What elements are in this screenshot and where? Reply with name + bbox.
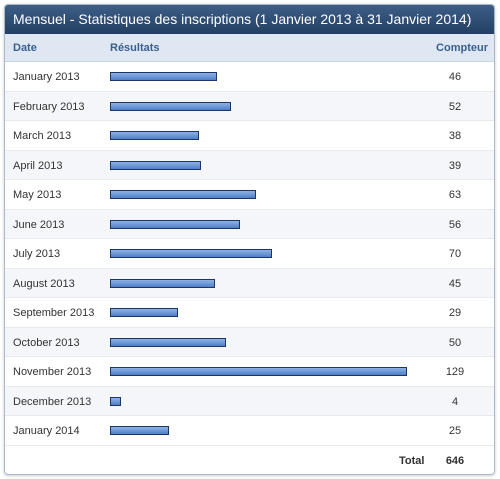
table-row: July 2013 70	[5, 239, 494, 269]
total-value: 646	[445, 454, 465, 467]
column-label: Résultats	[110, 42, 160, 54]
table-row: January 2013 46	[5, 62, 494, 92]
count-cell: 4	[451, 395, 459, 408]
count-cell: 25	[448, 425, 462, 437]
result-bar	[110, 190, 257, 199]
column-label: Compteur	[436, 42, 488, 54]
date-cell: March 2013	[13, 130, 72, 142]
table-row: December 2013 4	[5, 386, 494, 416]
date-cell: December 2013	[13, 395, 92, 408]
result-bar	[110, 72, 218, 81]
date-cell: June 2013	[13, 218, 65, 231]
table-row: May 2013 63	[5, 180, 494, 210]
table-row: November 2013 129	[5, 357, 494, 387]
result-bar	[110, 337, 227, 347]
count-cell: 29	[448, 307, 462, 319]
result-bar	[110, 278, 215, 288]
table-row: April 2013 39	[5, 150, 494, 180]
total-row: Total 646	[5, 446, 494, 474]
count-cell: 52	[448, 100, 462, 113]
result-bar	[110, 101, 231, 111]
result-bar	[110, 308, 179, 317]
table-row: June 2013 56	[5, 209, 494, 239]
date-cell: July 2013	[13, 248, 61, 260]
date-cell: May 2013	[13, 189, 62, 201]
result-bar	[110, 426, 170, 435]
table-row: October 2013 50	[5, 327, 494, 357]
date-cell: September 2013	[13, 307, 95, 319]
count-cell: 45	[448, 277, 462, 290]
panel-title: Mensuel - Statistiques des inscriptions …	[5, 5, 494, 34]
result-bar	[110, 131, 199, 140]
table-row: September 2013 29	[5, 298, 494, 328]
count-cell: 38	[448, 130, 462, 142]
table-row: February 2013 52	[5, 91, 494, 121]
count-cell: 39	[448, 159, 462, 172]
count-cell: 129	[445, 366, 465, 378]
count-cell: 70	[448, 248, 462, 260]
count-cell: 63	[448, 189, 462, 201]
date-cell: November 2013	[13, 366, 92, 378]
result-bar	[110, 219, 241, 229]
count-cell: 46	[448, 71, 462, 83]
table-row: August 2013 45	[5, 268, 494, 298]
result-bar	[110, 160, 202, 170]
date-cell: February 2013	[13, 100, 85, 113]
date-cell: January 2014	[13, 425, 80, 437]
date-cell: August 2013	[13, 277, 75, 290]
result-bar	[110, 367, 407, 376]
column-label: Date	[13, 42, 37, 54]
result-bar	[110, 396, 122, 406]
table-row: March 2013 38	[5, 121, 494, 151]
count-cell: 56	[448, 218, 462, 231]
date-cell: January 2013	[13, 71, 80, 83]
date-cell: October 2013	[13, 336, 80, 349]
stats-panel: Mensuel - Statistiques des inscriptions …	[4, 4, 495, 475]
result-bar	[110, 249, 273, 258]
table-row: January 2014 25	[5, 416, 494, 446]
date-cell: April 2013	[13, 159, 63, 172]
total-label: Total	[399, 454, 425, 467]
count-cell: 50	[448, 336, 462, 349]
column-header: Date Résultats Compteur	[5, 34, 494, 62]
table-body: January 2013 46 February 2013 52 March 2013 3…	[5, 62, 494, 446]
